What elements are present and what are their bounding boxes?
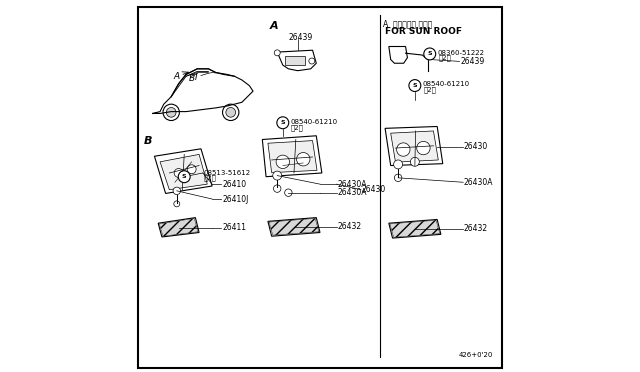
Text: B: B: [189, 74, 195, 83]
Polygon shape: [277, 50, 316, 71]
Circle shape: [277, 117, 289, 129]
Circle shape: [275, 50, 280, 56]
Text: S: S: [428, 51, 432, 57]
Circle shape: [397, 143, 410, 156]
Circle shape: [424, 48, 436, 60]
Circle shape: [409, 80, 421, 92]
Text: 26439: 26439: [460, 57, 484, 66]
Polygon shape: [154, 149, 212, 193]
Text: B: B: [143, 137, 152, 146]
Text: （2）: （2）: [291, 124, 303, 131]
Circle shape: [187, 165, 196, 174]
Polygon shape: [158, 218, 199, 237]
Polygon shape: [389, 219, 441, 238]
Text: 08540-61210: 08540-61210: [422, 81, 469, 87]
Circle shape: [273, 171, 282, 180]
Circle shape: [226, 108, 236, 117]
Text: A  サンルーフ シヨウ: A サンルーフ シヨウ: [383, 20, 433, 29]
Polygon shape: [390, 220, 440, 237]
Text: 426+0'20: 426+0'20: [459, 352, 493, 358]
Circle shape: [174, 169, 183, 177]
Text: A: A: [270, 21, 278, 31]
Polygon shape: [389, 46, 408, 63]
Text: S: S: [182, 174, 186, 179]
Text: A: A: [173, 72, 180, 81]
Circle shape: [174, 201, 180, 207]
Polygon shape: [268, 218, 320, 236]
Circle shape: [285, 189, 292, 196]
Text: 08513-51612: 08513-51612: [204, 170, 251, 176]
Text: （2）: （2）: [438, 55, 451, 61]
Text: 26410: 26410: [222, 180, 246, 189]
Circle shape: [273, 185, 281, 192]
Circle shape: [309, 58, 315, 64]
Polygon shape: [390, 131, 438, 162]
Circle shape: [296, 153, 310, 166]
Text: 26439: 26439: [288, 33, 312, 42]
Text: （2）: （2）: [204, 174, 216, 181]
Circle shape: [417, 141, 430, 155]
Text: 26432: 26432: [464, 224, 488, 233]
Text: 08540-61210: 08540-61210: [291, 119, 337, 125]
Text: 26430A: 26430A: [337, 180, 367, 189]
Text: S: S: [413, 83, 417, 88]
Text: 26411: 26411: [222, 223, 246, 232]
Circle shape: [173, 187, 180, 195]
Circle shape: [179, 171, 190, 183]
Text: 08360-51222: 08360-51222: [437, 50, 484, 56]
Text: 26430: 26430: [464, 142, 488, 151]
Text: 26432: 26432: [337, 222, 362, 231]
Circle shape: [394, 160, 403, 169]
Circle shape: [410, 157, 419, 166]
Text: 26430: 26430: [362, 185, 386, 194]
Text: FOR SUN ROOF: FOR SUN ROOF: [385, 27, 462, 36]
Text: 26430A: 26430A: [464, 178, 493, 187]
Circle shape: [223, 104, 239, 121]
Polygon shape: [262, 136, 322, 177]
Text: 26430A: 26430A: [337, 188, 367, 197]
Bar: [285, 56, 305, 65]
Circle shape: [276, 155, 289, 169]
Polygon shape: [269, 218, 319, 235]
Polygon shape: [159, 218, 198, 236]
Circle shape: [394, 174, 402, 182]
Text: （2）: （2）: [424, 86, 436, 93]
Polygon shape: [160, 154, 207, 190]
Circle shape: [163, 104, 179, 121]
Polygon shape: [268, 141, 317, 173]
Text: 26410J: 26410J: [222, 195, 248, 203]
Text: S: S: [280, 120, 285, 125]
Polygon shape: [385, 126, 443, 166]
Circle shape: [166, 108, 176, 117]
